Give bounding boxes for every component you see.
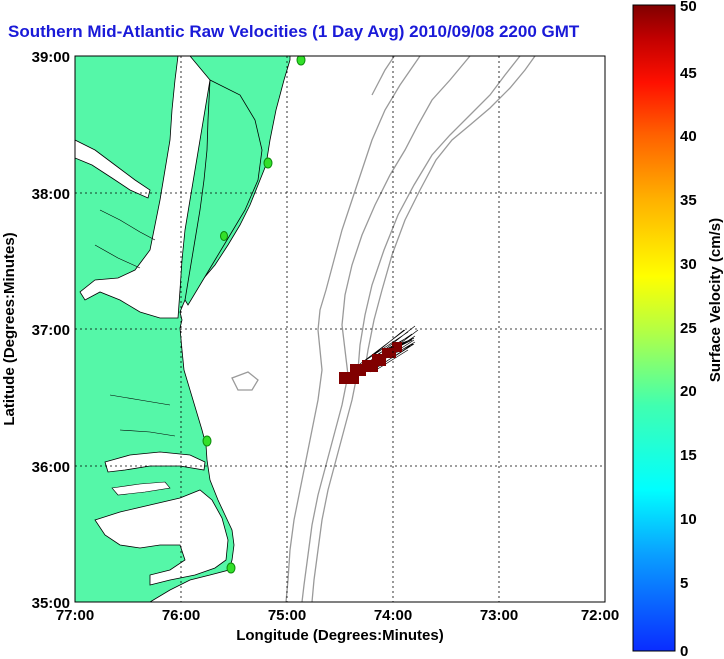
grid-lines <box>75 56 605 602</box>
colorbar-tick-label: 15 <box>680 447 697 464</box>
station-marker[interactable] <box>296 55 306 66</box>
chesapeake-bay <box>79 56 211 319</box>
albemarle-sound <box>104 451 206 473</box>
colorbar-ticks: 50 45 40 35 30 25 20 15 10 5 0 <box>680 0 697 659</box>
y-axis-ticks: 39:00 38:00 37:00 36:00 35:00 <box>32 49 70 612</box>
colorbar-label: Surface Velocity (cm/s) <box>707 218 724 382</box>
x-tick-label: 77:00 <box>56 607 94 624</box>
x-tick-label: 75:00 <box>268 607 306 624</box>
x-axis-label: Longitude (Degrees:Minutes) <box>236 627 444 644</box>
y-tick-label: 39:00 <box>32 49 70 66</box>
colorbar-tick-label: 35 <box>680 192 697 209</box>
x-tick-label: 74:00 <box>374 607 412 624</box>
bathymetry-contours <box>231 56 536 602</box>
colorbar-tick-label: 30 <box>680 256 697 273</box>
y-tick-label: 37:00 <box>32 322 70 339</box>
colorbar-tick-label: 25 <box>680 320 697 337</box>
x-tick-label: 76:00 <box>162 607 200 624</box>
y-axis-label: Latitude (Degrees:Minutes) <box>1 232 18 425</box>
hf-radar-stations <box>202 55 306 574</box>
map-title: Southern Mid-Atlantic Raw Velocities (1 … <box>8 22 580 41</box>
colorbar-tick-label: 45 <box>680 65 697 82</box>
velocity-cells <box>339 342 402 384</box>
colorbar-tick-label: 20 <box>680 383 697 400</box>
plot-frame <box>74 55 606 603</box>
colorbar-tick-label: 0 <box>680 643 688 659</box>
y-tick-label: 36:00 <box>32 459 70 476</box>
x-axis-ticks: 77:00 76:00 75:00 74:00 73:00 72:00 <box>56 607 619 624</box>
station-marker[interactable] <box>220 231 228 241</box>
colorbar-tick-label: 5 <box>680 575 688 592</box>
y-tick-label: 35:00 <box>32 595 70 612</box>
station-marker[interactable] <box>226 562 236 574</box>
station-marker[interactable] <box>263 157 273 169</box>
tributary <box>94 209 176 437</box>
y-tick-label: 38:00 <box>32 186 70 203</box>
pamlico-sound <box>94 489 229 586</box>
station-marker[interactable] <box>202 435 212 447</box>
albemarle-tributary <box>111 481 171 496</box>
x-tick-label: 72:00 <box>581 607 619 624</box>
colorbar-tick-label: 40 <box>680 128 697 145</box>
colorbar <box>632 4 676 652</box>
eastern-shore <box>184 79 263 306</box>
potomac-river <box>75 139 151 199</box>
x-tick-label: 73:00 <box>480 607 518 624</box>
colorbar-tick-label: 10 <box>680 511 697 528</box>
colorbar-tick-label: 50 <box>680 0 697 15</box>
